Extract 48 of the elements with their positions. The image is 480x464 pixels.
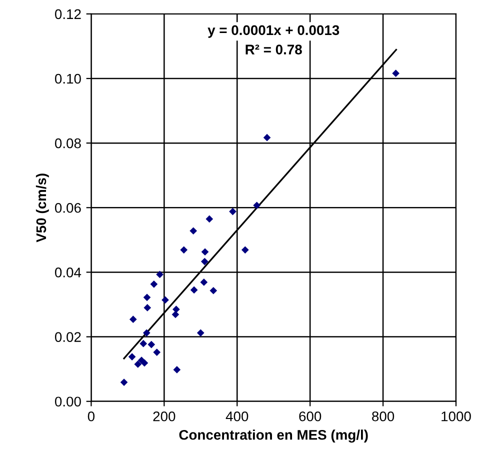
y-tick-label: 0.12 xyxy=(54,9,81,20)
point xyxy=(156,270,164,278)
point xyxy=(200,278,208,286)
point xyxy=(140,340,148,348)
point xyxy=(253,202,260,210)
y-axis-title: V50 (cm/s) xyxy=(36,174,49,242)
point xyxy=(140,359,148,367)
point xyxy=(172,306,180,314)
y-tick-label: 0.02 xyxy=(54,332,81,342)
y-tick-label: 0.04 xyxy=(54,268,82,278)
point xyxy=(180,246,188,254)
point xyxy=(144,304,152,312)
point xyxy=(142,329,150,337)
y-tick-label: 0.08 xyxy=(54,138,81,148)
point xyxy=(150,280,158,288)
point xyxy=(200,258,208,266)
point xyxy=(190,286,198,294)
point xyxy=(172,310,180,318)
x-tick-label: 0 xyxy=(88,411,95,422)
point xyxy=(201,248,209,256)
y-tick-label: 0.06 xyxy=(54,202,81,213)
x-tick-label: 600 xyxy=(299,411,322,422)
point xyxy=(134,360,142,368)
x-axis-title: Concentration en MES (mg/l) xyxy=(179,430,368,443)
point xyxy=(129,316,137,324)
y-tick-label: 0.00 xyxy=(54,396,81,407)
point xyxy=(153,348,161,356)
point xyxy=(196,329,204,337)
x-tick-label: 400 xyxy=(226,411,248,422)
point xyxy=(241,246,249,254)
point xyxy=(263,134,271,142)
point xyxy=(210,286,218,294)
x-tick-label: 1000 xyxy=(442,411,471,422)
x-tick-label: 800 xyxy=(372,411,394,422)
point xyxy=(143,294,151,302)
point xyxy=(148,340,156,348)
point xyxy=(173,366,181,374)
point xyxy=(128,353,136,360)
point xyxy=(206,215,214,223)
annotation: R² = 0.78 xyxy=(246,44,302,54)
y-tick-label: 0.10 xyxy=(54,74,81,84)
point xyxy=(229,208,236,216)
annotation: y = 0.0001x + 0.0013 xyxy=(208,25,340,38)
point xyxy=(392,70,400,77)
point xyxy=(190,227,198,235)
point xyxy=(120,378,128,386)
x-tick-label: 200 xyxy=(153,411,176,422)
point xyxy=(162,296,169,304)
